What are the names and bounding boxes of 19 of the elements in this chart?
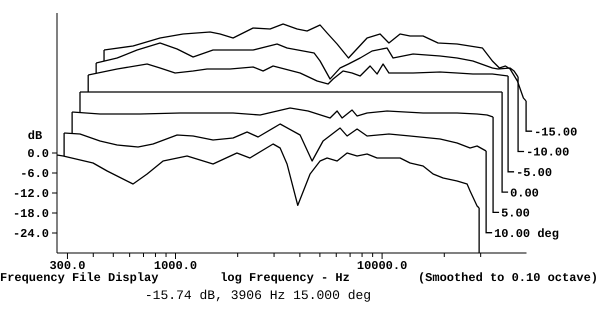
- text: (Smoothed to 0.10 octave): [418, 271, 598, 285]
- text: 10.00 deg: [494, 226, 559, 241]
- text: Frequency File Display: [0, 271, 158, 285]
- y-tick-label: -6.0: [20, 167, 49, 182]
- text: -15.00: [534, 125, 578, 140]
- text: -5.00: [516, 166, 552, 180]
- x-axis-title: log Frequency - Hz: [220, 271, 350, 285]
- y-tick-label: -24.0: [12, 227, 49, 242]
- y-tick-label: -18.0: [12, 207, 49, 222]
- y-tick-label: 0.0: [27, 147, 49, 162]
- y-axis-title: dB: [28, 129, 42, 144]
- y-tick-label: -12.0: [12, 187, 49, 202]
- text: 0.00: [510, 186, 539, 200]
- text: 5.00: [501, 206, 530, 221]
- x-tick-label: 1000.0: [154, 259, 198, 273]
- text: -15.74 dB, 3906 Hz 15.000 deg: [144, 288, 372, 303]
- x-tick-label: 10000.0: [356, 259, 408, 273]
- x-tick-label: 300.0: [49, 259, 86, 273]
- text: -10.00: [526, 146, 570, 160]
